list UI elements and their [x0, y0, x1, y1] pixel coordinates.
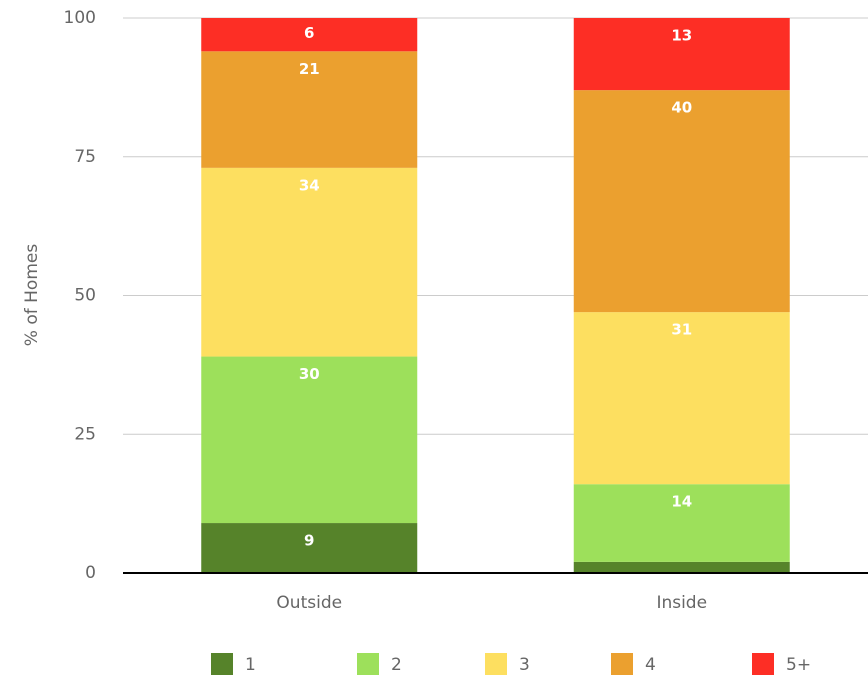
- y-axis-label: % of Homes: [22, 244, 42, 347]
- data-label: 21: [299, 60, 320, 78]
- bar-segment: [201, 18, 418, 52]
- legend-swatch: [752, 653, 774, 675]
- y-tick-label: 75: [74, 147, 96, 167]
- bar-segment: [201, 167, 418, 357]
- bar-segment: [573, 312, 790, 485]
- bar-segment: [573, 18, 790, 91]
- legend-label: 5+: [786, 655, 811, 675]
- y-tick-label: 25: [74, 424, 96, 444]
- y-tick-label: 50: [74, 286, 96, 306]
- legend-swatch: [357, 653, 379, 675]
- data-label: 14: [671, 493, 692, 511]
- y-tick-label: 0: [85, 563, 96, 583]
- bar-segment: [573, 484, 790, 562]
- x-tick-label: Outside: [276, 593, 342, 613]
- y-tick-label: 100: [64, 8, 96, 28]
- legend-label: 4: [645, 655, 656, 675]
- data-label: 9: [304, 532, 314, 550]
- bar-segment: [201, 356, 418, 524]
- legend-swatch: [211, 653, 233, 675]
- data-label: 13: [671, 27, 692, 45]
- bar-segment: [201, 523, 418, 573]
- bar-segment: [201, 51, 418, 168]
- data-label: 40: [671, 99, 692, 117]
- legend-swatch: [611, 653, 633, 675]
- data-label: 34: [299, 176, 320, 194]
- data-label: 31: [671, 321, 692, 339]
- legend-swatch: [485, 653, 507, 675]
- bar-segment: [573, 90, 790, 313]
- data-label: 30: [299, 365, 320, 383]
- x-tick-label: Inside: [656, 593, 707, 613]
- legend-label: 1: [245, 655, 256, 675]
- bar-segment: [573, 561, 790, 573]
- legend-label: 3: [519, 655, 530, 675]
- data-label: 6: [304, 24, 314, 42]
- legend-label: 2: [391, 655, 402, 675]
